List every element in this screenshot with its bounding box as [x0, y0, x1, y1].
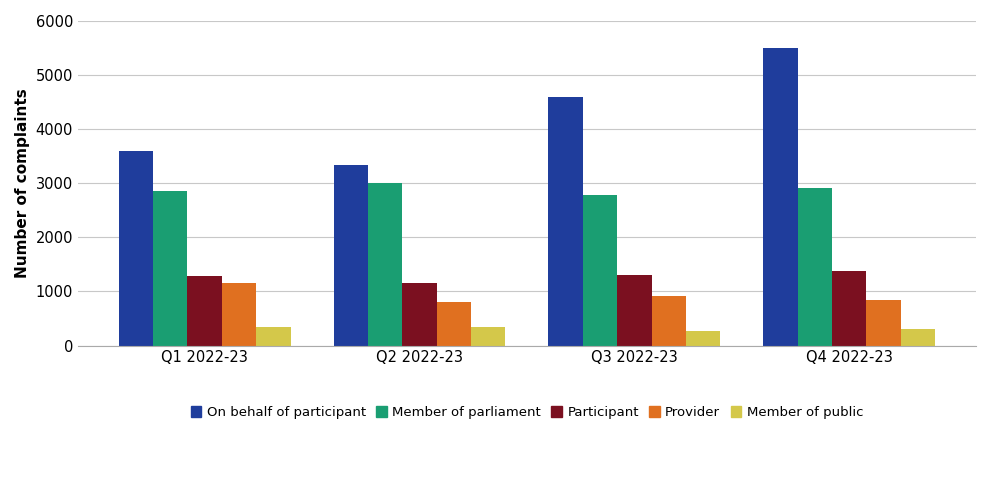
Bar — [119, 151, 154, 346]
Bar — [368, 183, 402, 346]
Bar — [901, 329, 936, 346]
Bar — [798, 188, 832, 346]
Bar — [866, 300, 901, 346]
Bar — [437, 302, 471, 346]
Bar — [617, 275, 651, 346]
Bar — [583, 195, 617, 346]
Bar — [257, 327, 290, 346]
Bar — [832, 271, 866, 346]
Bar — [471, 327, 505, 346]
Bar — [763, 48, 798, 346]
Bar — [222, 283, 257, 346]
Y-axis label: Number of complaints: Number of complaints — [15, 88, 30, 278]
Bar — [402, 283, 437, 346]
Bar — [187, 276, 222, 346]
Bar — [154, 191, 187, 346]
Bar — [548, 97, 583, 346]
Bar — [334, 165, 368, 346]
Bar — [686, 332, 720, 346]
Bar — [651, 296, 686, 346]
Legend: On behalf of participant, Member of parliament, Participant, Provider, Member of: On behalf of participant, Member of parl… — [185, 401, 868, 424]
